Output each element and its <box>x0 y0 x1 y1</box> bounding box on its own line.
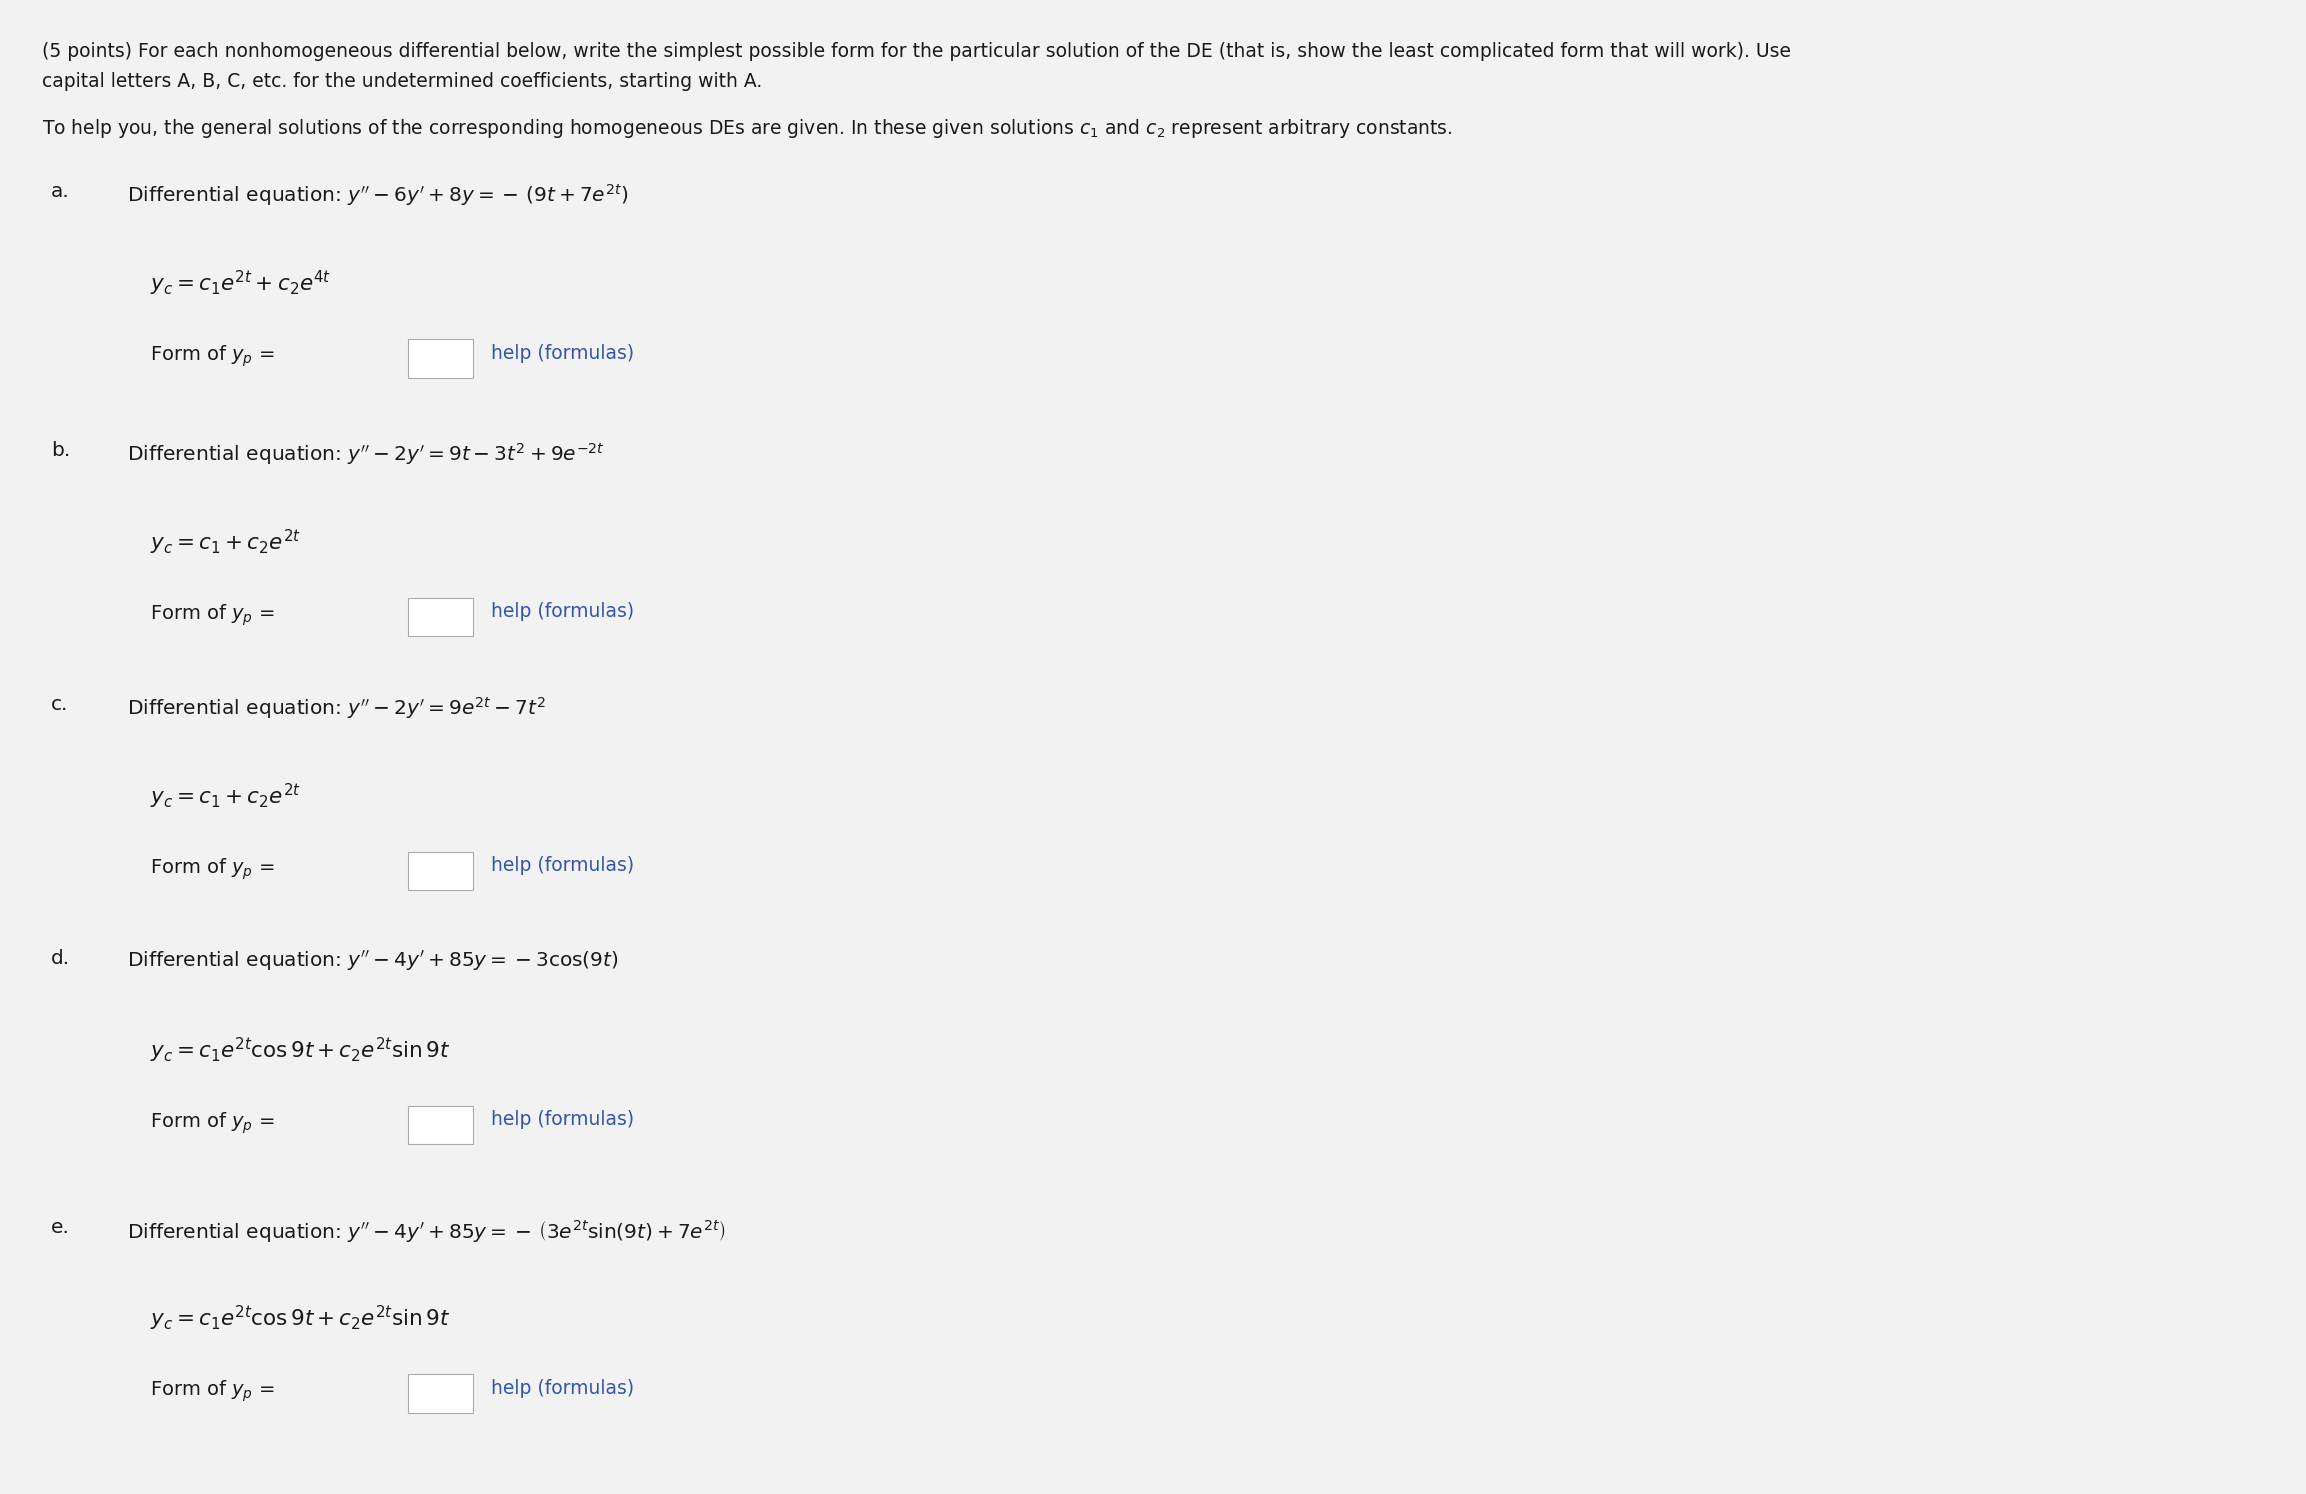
Text: help (formulas): help (formulas) <box>491 856 634 875</box>
Text: Form of $y_p$ =: Form of $y_p$ = <box>150 1110 274 1135</box>
Text: c.: c. <box>51 695 69 714</box>
FancyBboxPatch shape <box>408 852 473 890</box>
Text: $y_c = c_1 + c_2 e^{2t}$: $y_c = c_1 + c_2 e^{2t}$ <box>150 781 300 811</box>
Text: d.: d. <box>51 949 69 968</box>
FancyBboxPatch shape <box>408 1106 473 1144</box>
Text: help (formulas): help (formulas) <box>491 1379 634 1398</box>
Text: help (formulas): help (formulas) <box>491 602 634 622</box>
Text: Form of $y_p$ =: Form of $y_p$ = <box>150 602 274 627</box>
Text: Form of $y_p$ =: Form of $y_p$ = <box>150 1379 274 1404</box>
Text: Differential equation: $y'' - 2y' = 9t - 3t^2 + 9e^{-2t}$: Differential equation: $y'' - 2y' = 9t -… <box>127 441 604 466</box>
Text: a.: a. <box>51 182 69 202</box>
Text: (5 points) For each nonhomogeneous differential below, write the simplest possib: (5 points) For each nonhomogeneous diffe… <box>42 42 1789 61</box>
Text: Form of $y_p$ =: Form of $y_p$ = <box>150 344 274 369</box>
Text: Differential equation: $y'' - 6y' + 8y = -\,(9t + 7e^{2t})$: Differential equation: $y'' - 6y' + 8y =… <box>127 182 627 208</box>
FancyBboxPatch shape <box>408 598 473 636</box>
Text: b.: b. <box>51 441 69 460</box>
Text: help (formulas): help (formulas) <box>491 344 634 363</box>
Text: $y_c = c_1 e^{2t} \cos 9t + c_2 e^{2t} \sin 9t$: $y_c = c_1 e^{2t} \cos 9t + c_2 e^{2t} \… <box>150 1035 450 1065</box>
Text: help (formulas): help (formulas) <box>491 1110 634 1129</box>
Text: e.: e. <box>51 1218 69 1237</box>
Text: capital letters A, B, C, etc. for the undetermined coefficients, starting with A: capital letters A, B, C, etc. for the un… <box>42 72 761 91</box>
Text: $y_c = c_1 e^{2t} \cos 9t + c_2 e^{2t} \sin 9t$: $y_c = c_1 e^{2t} \cos 9t + c_2 e^{2t} \… <box>150 1304 450 1334</box>
FancyBboxPatch shape <box>408 1374 473 1413</box>
FancyBboxPatch shape <box>408 339 473 378</box>
Text: To help you, the general solutions of the corresponding homogeneous DEs are give: To help you, the general solutions of th… <box>42 117 1453 139</box>
Text: Form of $y_p$ =: Form of $y_p$ = <box>150 856 274 881</box>
Text: Differential equation: $y'' - 4y' + 85y = -3\cos(9t)$: Differential equation: $y'' - 4y' + 85y … <box>127 949 618 973</box>
Text: Differential equation: $y'' - 2y' = 9e^{2t} - 7t^2$: Differential equation: $y'' - 2y' = 9e^{… <box>127 695 547 720</box>
Text: $y_c = c_1 e^{2t} + c_2 e^{4t}$: $y_c = c_1 e^{2t} + c_2 e^{4t}$ <box>150 269 332 299</box>
Text: Differential equation: $y'' - 4y' + 85y = -\,\left(3e^{2t} \sin(9t) + 7e^{2t}\ri: Differential equation: $y'' - 4y' + 85y … <box>127 1218 724 1243</box>
Text: $y_c = c_1 + c_2 e^{2t}$: $y_c = c_1 + c_2 e^{2t}$ <box>150 527 300 557</box>
